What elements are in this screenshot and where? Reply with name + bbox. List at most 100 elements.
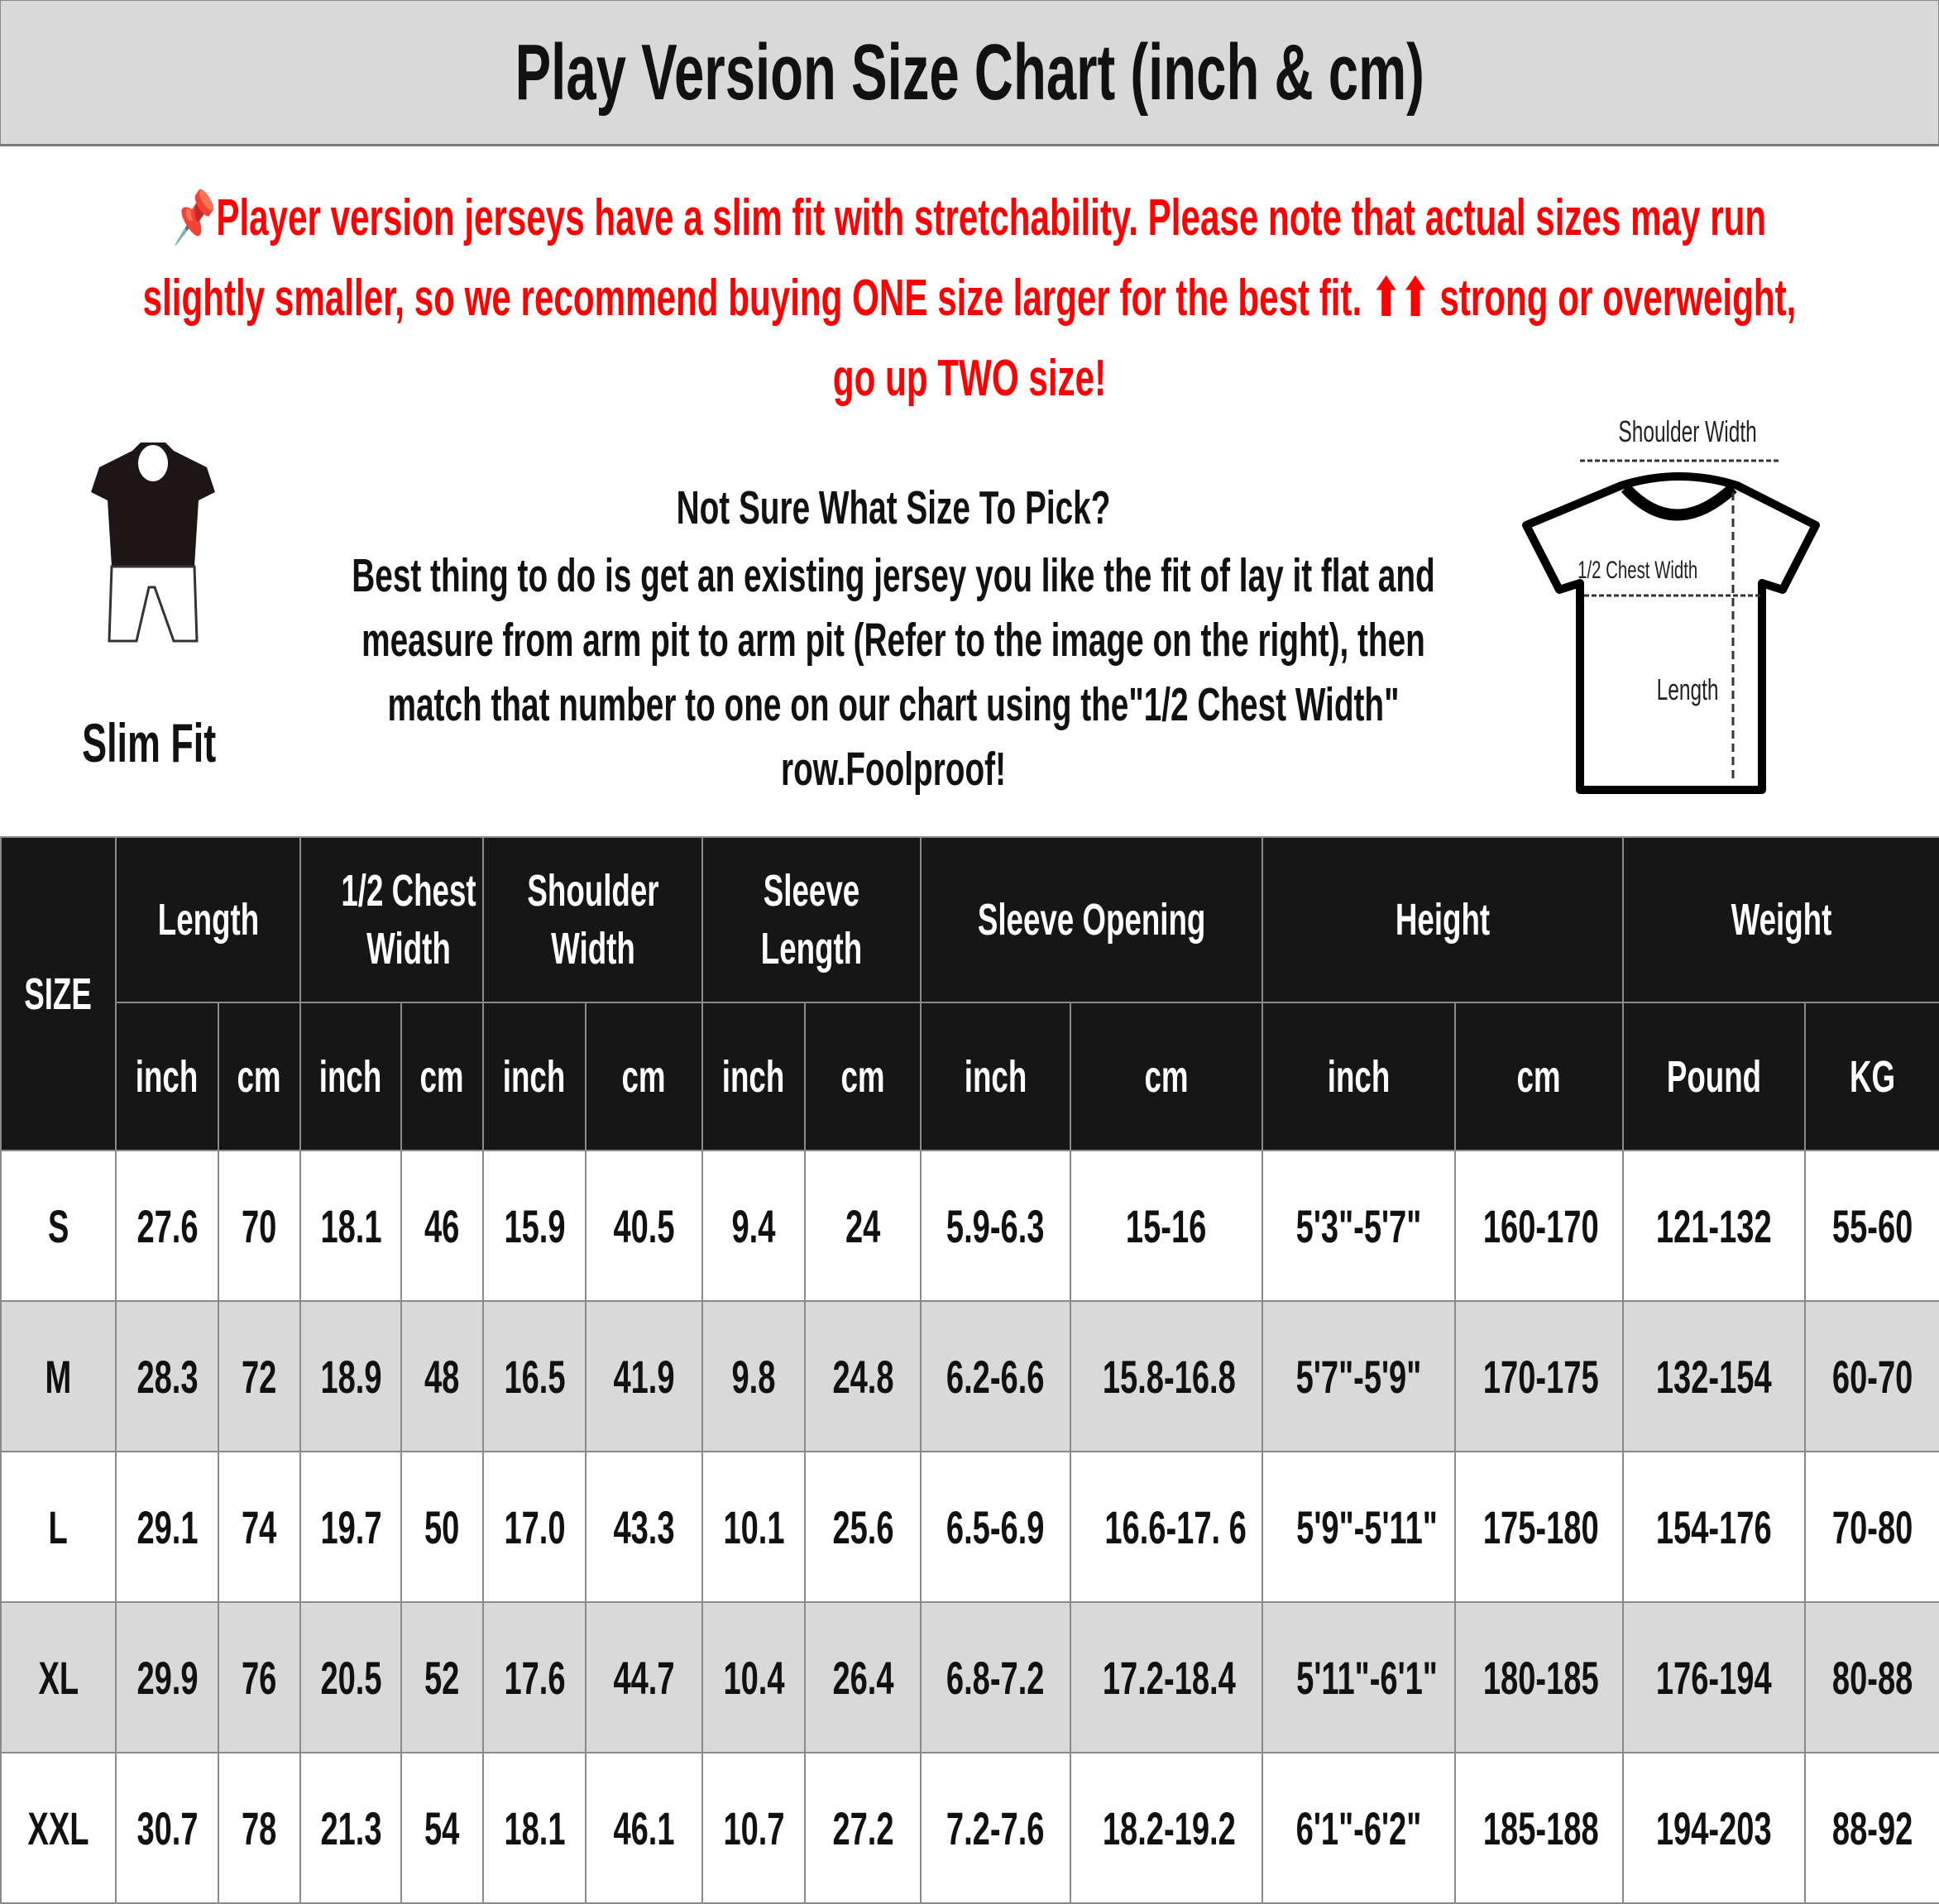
value-cell: 50 bbox=[400, 1451, 484, 1603]
value-cell: 121-132 bbox=[1622, 1150, 1807, 1302]
value-cell: 43.3 bbox=[585, 1451, 703, 1603]
value-cell: 70 bbox=[218, 1150, 301, 1302]
unit-header: cm bbox=[400, 1002, 484, 1151]
column-group-header: Sleeve Opening bbox=[919, 836, 1264, 1003]
value-cell: 18.2-19.2 bbox=[1069, 1752, 1264, 1904]
value-cell: 24.8 bbox=[804, 1300, 922, 1452]
value-cell: 54 bbox=[400, 1752, 484, 1904]
value-cell: 24 bbox=[804, 1150, 922, 1302]
value-cell: 72 bbox=[218, 1300, 301, 1452]
value-cell: 7.2-7.6 bbox=[920, 1752, 1071, 1904]
value-cell: 27.2 bbox=[804, 1752, 922, 1904]
value-cell: 74 bbox=[218, 1451, 301, 1603]
table-row: M 28.3 72 18.9 48 16.5 41.9 9.8 24.8 6.2-6.6 15.8-… bbox=[0, 1300, 1939, 1452]
unit-header: cm bbox=[585, 1002, 703, 1151]
unit-header: cm bbox=[1069, 1002, 1264, 1151]
size-cell: L bbox=[0, 1451, 117, 1603]
value-cell: 21.3 bbox=[299, 1752, 402, 1904]
value-cell: 6'1"-6'2" bbox=[1262, 1752, 1457, 1904]
column-group-header: Height bbox=[1262, 836, 1625, 1003]
value-cell: 80-88 bbox=[1804, 1601, 1939, 1753]
value-cell: 17.2-18.4 bbox=[1069, 1601, 1264, 1753]
value-cell: 10.1 bbox=[701, 1451, 806, 1603]
value-cell: 170-175 bbox=[1454, 1300, 1625, 1452]
value-cell: 52 bbox=[400, 1601, 484, 1753]
value-cell: 6.5-6.9 bbox=[920, 1451, 1071, 1603]
value-cell: 20.5 bbox=[299, 1601, 402, 1753]
unit-header: inch bbox=[1262, 1002, 1457, 1151]
value-cell: 176-194 bbox=[1622, 1601, 1807, 1753]
value-cell: 41.9 bbox=[585, 1300, 703, 1452]
value-cell: 78 bbox=[218, 1752, 301, 1904]
unit-header: cm bbox=[804, 1002, 922, 1151]
length-label: Length bbox=[1656, 672, 1719, 706]
unit-header: inch bbox=[701, 1002, 806, 1151]
value-cell: 180-185 bbox=[1454, 1601, 1625, 1753]
size-cell: XL bbox=[0, 1601, 117, 1753]
fit-label: Slim Fit bbox=[81, 712, 217, 773]
value-cell: 28.3 bbox=[115, 1300, 219, 1452]
table-row: S 27.6 70 18.1 46 15.9 40.5 9.4 24 5.9-6.3 15-16 5'… bbox=[0, 1150, 1939, 1302]
advice-body: Best thing to do is get an existing jers… bbox=[352, 549, 1435, 796]
value-cell: 160-170 bbox=[1454, 1150, 1625, 1302]
value-cell: 30.7 bbox=[115, 1752, 219, 1904]
column-group-header: 1/2 Chest Width bbox=[299, 836, 484, 1003]
value-cell: 5'3"-5'7" bbox=[1262, 1150, 1457, 1302]
value-cell: 185-188 bbox=[1454, 1752, 1625, 1904]
unit-header: inch bbox=[920, 1002, 1071, 1151]
value-cell: 154-176 bbox=[1622, 1451, 1807, 1603]
value-cell: 15.9 bbox=[482, 1150, 586, 1302]
column-group-header: Weight bbox=[1622, 836, 1939, 1003]
advice-heading: Not Sure What Size To Pick? bbox=[676, 481, 1111, 534]
value-cell: 70-80 bbox=[1804, 1451, 1939, 1603]
value-cell: 16.5 bbox=[482, 1300, 586, 1452]
unit-header: cm bbox=[218, 1002, 301, 1151]
size-chart-table: SIZE Length 1/2 Chest Width Shoulder Width… bbox=[0, 836, 1939, 1904]
column-group-header: Sleeve Length bbox=[701, 836, 922, 1003]
value-cell: 29.9 bbox=[115, 1601, 219, 1753]
value-cell: 6.8-7.2 bbox=[920, 1601, 1071, 1753]
value-cell: 18.1 bbox=[482, 1752, 586, 1904]
size-cell: S bbox=[0, 1150, 117, 1302]
value-cell: 17.0 bbox=[482, 1451, 586, 1603]
page-title: Play Version Size Chart (inch & cm) bbox=[0, 0, 1939, 146]
value-cell: 6.2-6.6 bbox=[920, 1300, 1071, 1452]
value-cell: 194-203 bbox=[1622, 1752, 1807, 1904]
unit-header: inch bbox=[115, 1002, 219, 1151]
unit-header: Pound bbox=[1622, 1002, 1807, 1151]
value-cell: 10.4 bbox=[701, 1601, 806, 1753]
value-cell: 5'9"-5'11" bbox=[1262, 1451, 1457, 1603]
value-cell: 15-16 bbox=[1069, 1150, 1264, 1302]
value-cell: 5.9-6.3 bbox=[920, 1150, 1071, 1302]
measurement-diagram: Shoulder Width 1/2 Chest Width Length bbox=[1514, 414, 1845, 798]
value-cell: 27.6 bbox=[115, 1150, 219, 1302]
value-cell: 40.5 bbox=[585, 1150, 703, 1302]
value-cell: 48 bbox=[400, 1300, 484, 1452]
value-cell: 16.6-17. 6 bbox=[1069, 1451, 1264, 1603]
value-cell: 88-92 bbox=[1804, 1752, 1939, 1904]
unit-header: KG bbox=[1804, 1002, 1939, 1151]
unit-header: inch bbox=[299, 1002, 402, 1151]
value-cell: 18.9 bbox=[299, 1300, 402, 1452]
slim-fit-jersey-icon bbox=[91, 443, 215, 643]
value-cell: 55-60 bbox=[1804, 1150, 1939, 1302]
size-cell: XXL bbox=[0, 1752, 117, 1904]
unit-header: inch bbox=[482, 1002, 586, 1151]
value-cell: 132-154 bbox=[1622, 1300, 1807, 1452]
value-cell: 10.7 bbox=[701, 1752, 806, 1904]
pushpin-icon: 📌 bbox=[172, 189, 217, 246]
value-cell: 46.1 bbox=[585, 1752, 703, 1904]
value-cell: 44.7 bbox=[585, 1601, 703, 1753]
table-row: L 29.1 74 19.7 50 17.0 43.3 10.1 25.6 6.5-6.9 16.6… bbox=[0, 1451, 1939, 1603]
value-cell: 9.8 bbox=[701, 1300, 806, 1452]
chest-width-label: 1/2 Chest Width bbox=[1578, 557, 1698, 584]
value-cell: 5'11"-6'1" bbox=[1262, 1601, 1457, 1753]
value-cell: 26.4 bbox=[804, 1601, 922, 1753]
value-cell: 18.1 bbox=[299, 1150, 402, 1302]
value-cell: 5'7"-5'9" bbox=[1262, 1300, 1457, 1452]
value-cell: 29.1 bbox=[115, 1451, 219, 1603]
size-advice: Not Sure What Size To Pick? Best thing t… bbox=[66, 476, 1721, 801]
table-row: XL 29.9 76 20.5 52 17.6 44.7 10.4 26.4 6.8-7.2 17.… bbox=[0, 1601, 1939, 1753]
value-cell: 175-180 bbox=[1454, 1451, 1625, 1603]
value-cell: 46 bbox=[400, 1150, 484, 1302]
